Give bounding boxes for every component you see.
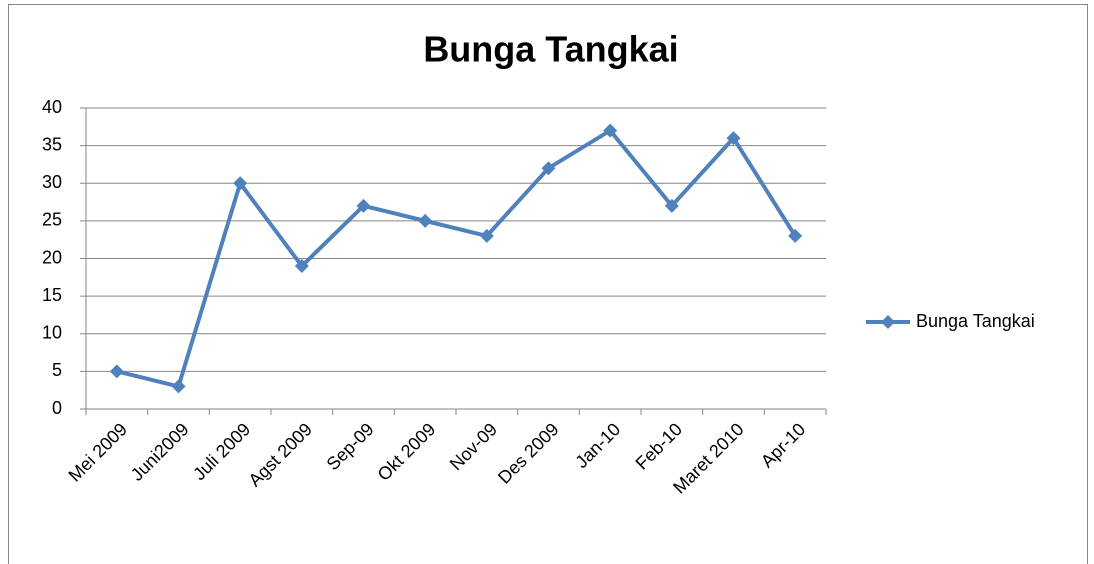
data-point <box>356 198 371 213</box>
legend-marker <box>881 315 895 329</box>
chart-title: Bunga Tangkai <box>423 29 678 70</box>
data-point <box>726 131 741 146</box>
data-point <box>603 123 618 138</box>
y-tick-label: 25 <box>42 210 62 230</box>
y-tick-label: 30 <box>42 172 62 192</box>
data-point <box>294 259 309 274</box>
data-point <box>233 176 248 191</box>
chart-frame <box>8 4 1088 564</box>
data-point <box>418 213 433 228</box>
data-point <box>541 161 556 176</box>
y-tick-label: 5 <box>52 360 62 380</box>
data-point <box>664 198 679 213</box>
y-tick-label: 10 <box>42 323 62 343</box>
data-line <box>116 128 797 389</box>
data-point <box>479 228 494 243</box>
data-point <box>171 379 186 394</box>
data-point <box>109 364 124 379</box>
y-tick-label: 0 <box>52 398 62 418</box>
data-point <box>788 228 803 243</box>
y-tick-label: 35 <box>42 134 62 154</box>
y-tick-label: 15 <box>42 285 62 305</box>
y-tick-label: 40 <box>42 97 62 117</box>
legend-label: Bunga Tangkai <box>916 311 1035 331</box>
y-tick-label: 20 <box>42 247 62 267</box>
